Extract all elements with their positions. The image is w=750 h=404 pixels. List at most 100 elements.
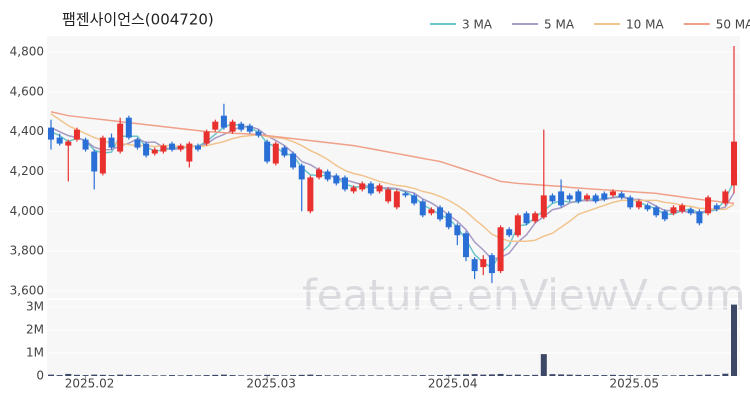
candle-body <box>566 195 573 200</box>
volume-bar <box>592 375 599 376</box>
volume-bar <box>445 374 452 376</box>
volume-bar <box>186 375 193 376</box>
candle-body <box>82 139 89 150</box>
volume-bar <box>532 374 539 376</box>
candle-body <box>523 213 530 224</box>
volume-bar <box>705 374 712 376</box>
candle-body <box>298 165 305 180</box>
candle-body <box>341 177 348 190</box>
volume-bar <box>264 374 271 376</box>
volume-bar <box>177 375 184 376</box>
candle-body <box>143 143 150 156</box>
candle-body <box>238 123 245 130</box>
volume-bar <box>48 374 54 376</box>
candle-body <box>627 197 634 208</box>
candle-body <box>462 233 469 258</box>
x-tick-label: 2025.04 <box>428 377 478 391</box>
candle-body <box>367 183 374 194</box>
candle-body <box>713 205 720 210</box>
volume-bar <box>143 375 150 376</box>
x-tick-label: 2025.03 <box>246 377 296 391</box>
candle-body <box>653 207 660 216</box>
volume-bar <box>117 374 124 376</box>
volume-bar <box>108 375 115 376</box>
volume-bar <box>731 304 737 376</box>
candle-body <box>411 195 418 204</box>
candle-body <box>246 125 253 132</box>
volume-y-tick-label: 1M <box>26 345 44 359</box>
candle-body <box>696 211 703 224</box>
candle-body <box>99 137 106 174</box>
candle-body <box>255 131 262 136</box>
candle-body <box>532 213 539 222</box>
volume-y-tick-label: 3M <box>26 299 44 313</box>
ma-line <box>50 110 735 205</box>
candle-body <box>618 193 625 198</box>
volume-bar <box>558 374 565 376</box>
candle-body <box>722 191 729 204</box>
candle-body <box>333 175 340 184</box>
volume-bar <box>402 375 409 376</box>
legend-label: 50 MA <box>716 18 750 32</box>
volume-bar <box>359 375 366 376</box>
volume-bar <box>661 375 668 376</box>
candle-body <box>428 209 435 214</box>
candle-body <box>575 191 582 202</box>
volume-bar <box>713 375 720 376</box>
candle-body <box>584 195 591 200</box>
candle-body <box>540 195 547 218</box>
volume-bar <box>696 374 703 376</box>
candle-body <box>169 143 176 150</box>
volume-bar <box>281 375 288 376</box>
volume-bar <box>298 374 305 376</box>
candle-body <box>445 213 452 228</box>
volume-bar <box>497 373 504 376</box>
volume-bar <box>65 373 72 376</box>
volume-bar <box>324 375 331 376</box>
candle-body <box>264 141 271 162</box>
volume-bar <box>333 375 340 376</box>
volume-bar <box>316 375 323 376</box>
candle-body <box>592 195 599 202</box>
candle-body <box>514 215 521 236</box>
volume-bar <box>220 374 227 376</box>
volume-bar <box>514 374 521 376</box>
candle-body <box>480 259 487 268</box>
candle-body <box>117 123 124 152</box>
candle-body <box>393 191 400 208</box>
candle-body <box>324 171 331 180</box>
volume-bar <box>471 374 478 376</box>
legend-label: 3 MA <box>462 18 493 32</box>
candle-body <box>350 187 357 192</box>
volume-bar <box>385 375 392 376</box>
volume-bar <box>419 375 426 376</box>
volume-bar <box>575 374 582 376</box>
candle-body <box>402 193 409 196</box>
volume-bar <box>722 373 729 376</box>
volume-y-tick-label: 2M <box>26 322 44 336</box>
candle-body <box>272 143 279 164</box>
volume-bar <box>393 375 400 376</box>
volume-bar <box>151 375 158 376</box>
candle-body <box>661 211 668 220</box>
candle-body <box>705 197 712 214</box>
candle-body <box>454 225 461 236</box>
volume-bar <box>566 374 573 376</box>
volume-bar <box>169 375 176 376</box>
price-panel <box>47 36 740 298</box>
candle-body <box>385 189 392 202</box>
candle-body <box>549 195 556 202</box>
candle-body <box>91 151 98 172</box>
y-tick-label: 4,400 <box>10 124 44 138</box>
candle-body <box>194 145 201 150</box>
volume-bar <box>635 375 642 376</box>
candle-body <box>471 259 478 272</box>
candle-body <box>108 137 115 148</box>
volume-bar <box>653 375 660 376</box>
candle-body <box>160 145 167 152</box>
volume-bar <box>272 375 279 376</box>
volume-bar <box>488 374 495 376</box>
volume-bar <box>73 374 80 376</box>
